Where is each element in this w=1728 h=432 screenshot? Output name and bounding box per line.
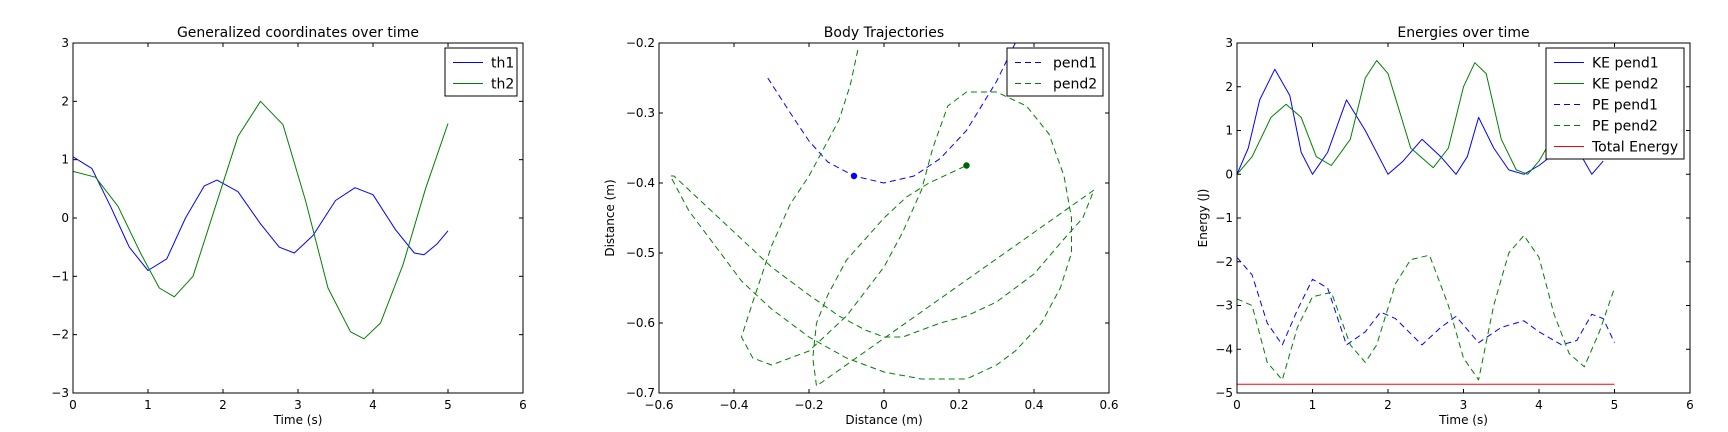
series-line-pend2 [669,49,1095,387]
x-tick-label: 2 [219,398,227,412]
legend: KE pend1 KE pend2 PE pend1 PE pend2 Total En… [1545,47,1685,160]
x-tick-label: 0.2 [949,398,968,412]
y-tick-label: 1 [61,153,69,167]
x-axis-label: Time (s) [273,413,323,427]
y-tick-label: −1 [51,269,69,283]
y-axis-label: Energy (J) [1196,189,1210,248]
x-tick-label: 1 [144,398,152,412]
y-tick-label: −0.7 [626,386,655,400]
x-tick-label: 3 [1460,398,1468,412]
x-tick-label: 6 [519,398,527,412]
chart-title: Body Trajectories [824,25,944,41]
y-tick-label: −2 [1215,255,1233,269]
series-line-ke-pend2 [1237,60,1615,175]
y-tick-label: −0.4 [626,176,655,190]
y-tick-label: 0 [1225,167,1233,181]
x-tick-label: 0.4 [1024,398,1043,412]
x-tick-label: 1 [1309,398,1317,412]
x-tick-label: 3 [294,398,302,412]
y-tick-label: −2 [51,328,69,342]
y-tick-label: 0 [61,211,69,225]
legend-entry-pend2: pend2 [1053,77,1097,93]
x-tick-label: 4 [1535,398,1543,412]
x-axis-label: Time (s) [1438,413,1488,427]
x-tick-label: −0.2 [794,398,823,412]
y-axis-label: Distance (m) [603,179,617,256]
x-tick-label: 5 [1611,398,1619,412]
series-line-pe-pend2 [1237,235,1615,381]
y-tick-label: −4 [1215,342,1233,356]
y-tick-label: 3 [1225,36,1233,50]
legend-entry-ke-pend2: KE pend2 [1592,77,1659,93]
legend-entry-total-energy: Total Energy [1591,140,1678,156]
legend-entry-th2: th2 [491,77,514,93]
y-tick-label: −3 [51,386,69,400]
y-tick-label: 3 [61,36,69,50]
legend-box [1006,47,1104,97]
x-tick-label: 4 [369,398,377,412]
chart-title: Energies over time [1397,25,1529,41]
series-line-pe-pend1 [1237,257,1615,346]
x-axis-label: Distance (m) [845,413,922,427]
legend-entry-pend1: pend1 [1053,56,1097,72]
legend-entry-ke-pend1: KE pend1 [1592,56,1659,72]
chart-2: −0.6 −0.4 −0.2 0 0.2 0.4 0.6−0.7−0.6−0.5−0.4−0… [603,25,1119,427]
legend: pend1 pend2 [1006,47,1104,97]
legend-entry-pe-pend1: PE pend1 [1592,98,1658,114]
x-tick-label: −0.6 [644,398,673,412]
legend-box [444,47,518,97]
x-tick-label: 0 [69,398,77,412]
y-tick-label: 2 [61,94,69,108]
x-tick-label: 5 [444,398,452,412]
y-tick-label: −0.3 [626,106,655,120]
y-tick-label: −0.6 [626,316,655,330]
series-line-ke-pend1 [1237,68,1604,175]
chart-3: 0 1 2 3 4 5 6 −5 −4 −3 −2 −1 0 1 2 3 Energies over time T… [1196,25,1694,427]
y-tick-label: −5 [1215,386,1233,400]
series-line-th2 [73,100,449,340]
legend-entry-pe-pend2: PE pend2 [1592,119,1658,135]
legend-box [1545,47,1685,160]
series-line-pend1 [767,43,1016,184]
x-tick-label: 0.6 [1099,398,1118,412]
marker-pend1 [850,172,858,180]
y-tick-label: −3 [1215,299,1233,313]
x-tick-label: −0.4 [719,398,748,412]
y-tick-label: 1 [1225,124,1233,138]
x-tick-label: 0 [1233,398,1241,412]
x-tick-label: 0 [880,398,888,412]
chart-title: Generalized coordinates over time [177,25,419,41]
x-tick-label: 2 [1384,398,1392,412]
y-tick-label: −0.5 [626,246,655,260]
chart-1: 0 1 2 3 4 5 6 −3 −2 −1 0 1 2 3 Generalized coordinates… [51,25,527,427]
legend-entry-th1: th1 [491,56,514,72]
y-tick-label: 2 [1225,80,1233,94]
y-tick-label: −0.2 [626,36,655,50]
y-tick-label: −1 [1215,211,1233,225]
series-line-th1 [73,156,449,271]
marker-pend2 [963,162,970,169]
x-tick-label: 6 [1686,398,1694,412]
